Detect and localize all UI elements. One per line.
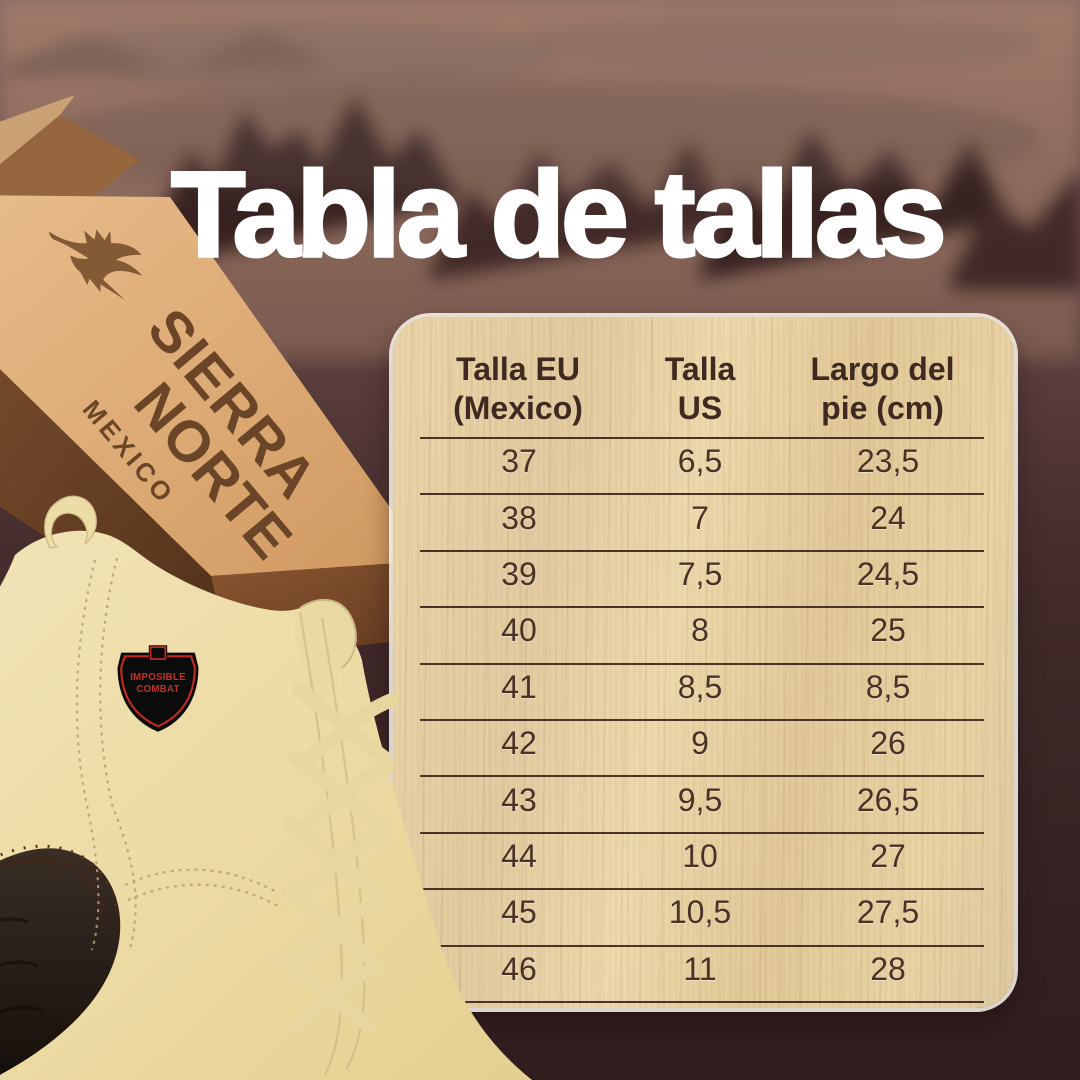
svg-text:IMPOSIBLE: IMPOSIBLE [130, 672, 186, 683]
svg-text:COMBAT: COMBAT [136, 684, 179, 695]
